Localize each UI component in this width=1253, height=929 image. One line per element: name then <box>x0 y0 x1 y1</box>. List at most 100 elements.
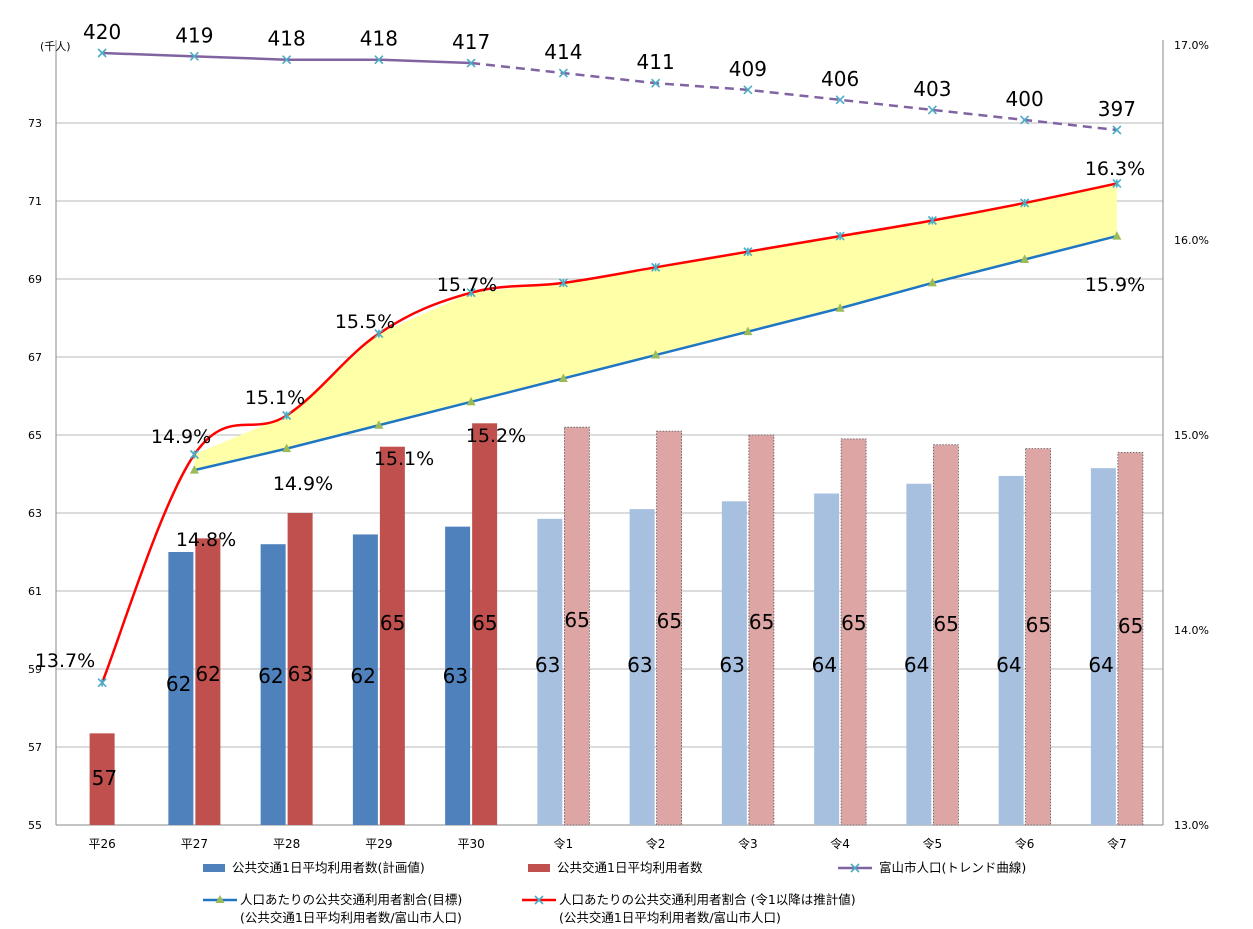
gap-fill-area <box>194 183 1117 471</box>
bar-planned <box>814 493 840 825</box>
left-tick-label: 61 <box>28 585 42 598</box>
actual-ratio-label: 13.7% <box>35 650 95 672</box>
bar-planned <box>260 544 286 825</box>
actual-ratio-point <box>835 231 845 241</box>
bar-planned-label: 64 <box>904 653 929 677</box>
actual-ratio-point <box>1020 198 1030 208</box>
category-label: 令6 <box>1015 836 1035 851</box>
population-point <box>743 85 753 95</box>
actual-ratio-label: 15.7% <box>437 274 497 296</box>
actual-ratio-point <box>743 247 753 257</box>
category-label: 令5 <box>923 836 943 851</box>
actual-ratio-point <box>651 262 661 272</box>
actual-ratio-point <box>1112 178 1122 189</box>
population-point <box>1020 115 1030 125</box>
target-ratio-label: 15.9% <box>1085 274 1145 296</box>
bar-actual-label: 65 <box>933 612 958 636</box>
target-ratio-label: 15.2% <box>466 425 526 447</box>
population-label: 409 <box>729 57 767 81</box>
population-point <box>97 48 107 58</box>
population-label: 420 <box>83 20 121 44</box>
right-tick-label: 13.0% <box>1174 819 1209 832</box>
bar-planned <box>1090 468 1116 825</box>
legend-marker-target <box>215 895 225 903</box>
bar-planned <box>352 534 378 825</box>
population-label: 411 <box>637 50 675 74</box>
target-ratio-point <box>374 420 384 429</box>
category-label: 平28 <box>273 837 300 851</box>
legend-label-actual-ratio-sub: (公共交通1日平均利用者数/富山市人口) <box>559 910 781 925</box>
legend-label-population: 富山市人口(トレンド曲線) <box>879 860 1026 875</box>
bar-actual-label: 65 <box>841 611 866 635</box>
bar-actual <box>195 538 221 825</box>
category-label: 令2 <box>646 836 666 851</box>
legend-label-target: 人口あたりの公共交通利用者割合(目標) <box>240 892 462 907</box>
population-label: 419 <box>175 23 213 47</box>
legend-label-planned: 公共交通1日平均利用者数(計画値) <box>232 860 425 875</box>
population-point <box>189 51 199 61</box>
target-ratio-point <box>282 443 292 453</box>
target-ratio-point <box>927 277 937 287</box>
left-tick-label: 63 <box>28 507 42 520</box>
bar-planned-label: 63 <box>535 653 560 677</box>
right-tick-label: 14.0% <box>1174 624 1209 637</box>
population-point <box>1112 125 1122 135</box>
legend-label-target-sub: (公共交通1日平均利用者数/富山市人口) <box>240 910 462 925</box>
bar-actual <box>748 434 775 826</box>
target-ratio-point <box>651 350 661 359</box>
actual-ratio-label: 14.9% <box>151 426 211 448</box>
bar-actual-label: 65 <box>472 611 497 635</box>
bar-planned <box>906 483 932 825</box>
bar-planned-label: 64 <box>996 653 1021 677</box>
population-label: 406 <box>821 67 859 91</box>
bar-actual <box>379 446 405 825</box>
target-ratio-point <box>1112 231 1122 240</box>
actual-ratio-label: 16.3% <box>1085 158 1145 180</box>
legend-swatch-planned <box>203 864 225 872</box>
bar-planned-label: 64 <box>812 653 837 677</box>
bar-actual <box>287 513 313 825</box>
population-label: 403 <box>913 77 951 101</box>
bar-planned-label: 62 <box>166 672 191 696</box>
bar-planned <box>445 526 471 825</box>
actual-ratio-point <box>558 278 568 288</box>
category-label: 令7 <box>1107 836 1127 851</box>
actual-ratio-label: 15.5% <box>335 311 395 333</box>
legend-swatch-actual <box>528 864 550 872</box>
left-tick-label: 71 <box>28 195 42 208</box>
category-label: 平26 <box>88 837 115 851</box>
legend-marker-population <box>850 863 860 873</box>
target-ratio-point <box>835 303 845 312</box>
bar-planned <box>998 475 1024 825</box>
bar-actual <box>840 438 867 826</box>
left-axis-unit: (千人) <box>40 40 71 53</box>
bar-actual <box>656 430 683 826</box>
target-ratio-label: 15.1% <box>374 448 434 470</box>
bar-actual-label: 65 <box>564 608 589 632</box>
target-ratio-point <box>189 465 199 474</box>
population-point <box>466 58 476 68</box>
population-line <box>102 51 472 65</box>
bar-actual-label: 63 <box>288 662 313 686</box>
bar-actual-label: 65 <box>1118 614 1143 638</box>
bar-planned-label: 63 <box>443 664 468 688</box>
legend-marker-actual-ratio <box>534 895 544 905</box>
bar-actual <box>932 444 959 826</box>
left-tick-label: 59 <box>28 663 42 676</box>
population-label: 418 <box>360 27 398 51</box>
target-ratio-label: 14.8% <box>176 529 236 551</box>
actual-ratio-label: 15.1% <box>245 387 305 409</box>
actual-ratio-point <box>466 288 476 298</box>
left-tick-label: 65 <box>28 429 42 442</box>
bar-actual <box>563 426 590 826</box>
left-tick-label: 69 <box>28 273 42 286</box>
population-point <box>651 78 661 88</box>
bar-planned <box>168 552 194 825</box>
bar-actual-label: 65 <box>380 611 405 635</box>
target-ratio-label: 14.9% <box>273 473 333 495</box>
left-tick-label: 57 <box>28 741 42 754</box>
population-point <box>282 55 292 65</box>
actual-ratio-point <box>189 449 199 460</box>
population-point <box>558 68 568 78</box>
bar-actual-label: 65 <box>1026 613 1051 637</box>
